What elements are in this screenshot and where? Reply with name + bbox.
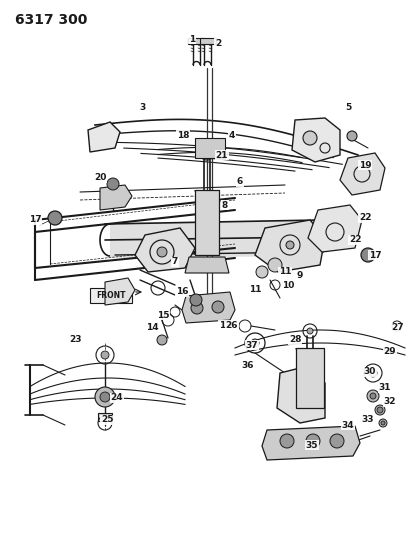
Text: 18: 18 — [177, 131, 189, 140]
Circle shape — [190, 294, 202, 306]
Text: 34: 34 — [341, 421, 354, 430]
Text: 6317 300: 6317 300 — [15, 13, 87, 27]
Bar — [90, 288, 132, 303]
Polygon shape — [292, 118, 340, 162]
Text: 6: 6 — [237, 177, 243, 187]
Polygon shape — [340, 153, 385, 195]
Text: 26: 26 — [226, 321, 238, 330]
Text: 37: 37 — [246, 341, 258, 350]
Circle shape — [377, 407, 383, 413]
Text: 15: 15 — [157, 311, 169, 319]
Circle shape — [379, 419, 387, 427]
Text: 22: 22 — [349, 236, 361, 245]
Text: 31: 31 — [379, 384, 391, 392]
Circle shape — [306, 434, 320, 448]
Polygon shape — [277, 368, 325, 423]
Circle shape — [251, 339, 259, 347]
Text: 4: 4 — [229, 131, 235, 140]
Text: 17: 17 — [29, 215, 41, 224]
Text: 9: 9 — [297, 271, 303, 279]
Text: 30: 30 — [364, 367, 376, 376]
Text: 17: 17 — [369, 251, 381, 260]
Circle shape — [48, 211, 62, 225]
Circle shape — [303, 131, 317, 145]
Polygon shape — [88, 122, 120, 152]
Circle shape — [280, 434, 294, 448]
Circle shape — [107, 178, 119, 190]
Text: 2: 2 — [215, 38, 221, 47]
Text: 32: 32 — [384, 398, 396, 407]
Circle shape — [375, 405, 385, 415]
Text: 27: 27 — [392, 324, 404, 333]
Text: 3: 3 — [139, 103, 145, 112]
Circle shape — [307, 328, 313, 334]
Polygon shape — [255, 220, 325, 272]
Circle shape — [286, 241, 294, 249]
Text: 11: 11 — [279, 268, 291, 277]
Bar — [200, 38, 216, 44]
Circle shape — [100, 392, 110, 402]
Text: 22: 22 — [359, 214, 371, 222]
Text: 7: 7 — [172, 257, 178, 266]
Polygon shape — [308, 205, 362, 252]
Bar — [98, 413, 112, 421]
Circle shape — [191, 302, 203, 314]
Polygon shape — [105, 278, 135, 305]
Circle shape — [95, 387, 115, 407]
Text: 28: 28 — [289, 335, 301, 344]
Text: 23: 23 — [69, 335, 81, 344]
Polygon shape — [182, 292, 235, 323]
Circle shape — [268, 258, 282, 272]
Text: 36: 36 — [242, 360, 254, 369]
Circle shape — [101, 351, 109, 359]
Text: 13: 13 — [219, 320, 231, 329]
Circle shape — [347, 131, 357, 141]
Bar — [188, 38, 204, 44]
Bar — [195, 138, 225, 158]
Circle shape — [330, 434, 344, 448]
Circle shape — [204, 149, 210, 155]
Circle shape — [256, 266, 268, 278]
Circle shape — [381, 421, 385, 425]
Text: 14: 14 — [146, 324, 158, 333]
Text: 21: 21 — [216, 150, 228, 159]
Circle shape — [367, 390, 379, 402]
Circle shape — [370, 393, 376, 399]
Polygon shape — [110, 220, 318, 258]
Bar — [296, 348, 324, 408]
Circle shape — [157, 335, 167, 345]
Text: 19: 19 — [359, 160, 371, 169]
Polygon shape — [262, 426, 360, 460]
Circle shape — [361, 248, 375, 262]
Text: 11: 11 — [249, 286, 261, 295]
Circle shape — [157, 247, 167, 257]
Text: 10: 10 — [282, 280, 294, 289]
Text: 8: 8 — [222, 200, 228, 209]
Polygon shape — [135, 228, 195, 272]
Bar — [195, 190, 219, 255]
Circle shape — [369, 369, 377, 377]
Circle shape — [212, 301, 224, 313]
Polygon shape — [185, 257, 229, 273]
Text: 1: 1 — [189, 35, 195, 44]
Text: 24: 24 — [111, 393, 123, 402]
Text: 5: 5 — [345, 103, 351, 112]
Text: 25: 25 — [101, 416, 113, 424]
Text: 16: 16 — [176, 287, 188, 296]
Text: 35: 35 — [306, 440, 318, 449]
Text: FRONT: FRONT — [96, 292, 126, 301]
Text: 29: 29 — [384, 348, 396, 357]
Text: 20: 20 — [94, 174, 106, 182]
Text: 33: 33 — [362, 416, 374, 424]
Polygon shape — [100, 185, 132, 210]
